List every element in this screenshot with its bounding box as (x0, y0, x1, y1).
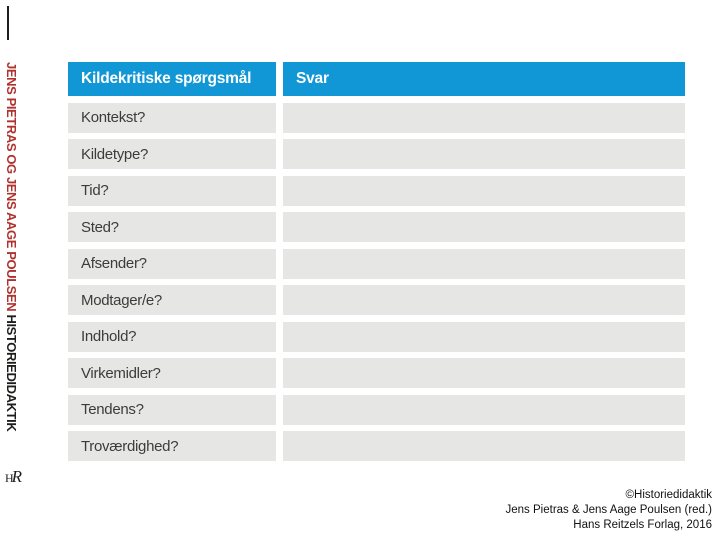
question-cell: Indhold? (68, 321, 276, 352)
question-cell: Afsender? (68, 248, 276, 279)
credits: ©Historiedidaktik Jens Pietras & Jens Aa… (506, 488, 712, 533)
answer-cell (283, 102, 685, 133)
answer-cell (283, 394, 685, 425)
question-cell: Kontekst? (68, 102, 276, 133)
answer-cell (283, 358, 685, 388)
spine-series-title: HISTORIEDIDAKTIK (4, 314, 19, 432)
question-cell: Kildetype? (68, 139, 276, 169)
question-column-header: Kildekritiske spørgsmål (68, 62, 276, 96)
answer-cell (283, 285, 685, 315)
source-criticism-table: Kildekritiske spørgsmål Svar Kontekst? Ki… (68, 62, 685, 461)
question-cell: Tid? (68, 175, 276, 206)
logo-letter-r: R (11, 467, 23, 486)
answer-cell (283, 175, 685, 206)
logo-letter-h: H (5, 471, 14, 485)
credits-editors: Jens Pietras & Jens Aage Poulsen (red.) (505, 504, 712, 516)
credits-publisher: Hans Reitzels Forlag, 2016 (573, 519, 712, 531)
question-cell: Sted? (68, 212, 276, 242)
answer-column-header: Svar (283, 62, 685, 96)
margin-dash (7, 6, 9, 40)
answer-cell (283, 248, 685, 279)
answer-cell (283, 212, 685, 242)
question-cell: Tendens? (68, 394, 276, 425)
credits-title: ©Historiedidaktik (625, 489, 712, 501)
question-cell: Virkemidler? (68, 358, 276, 388)
question-cell: Troværdighed? (68, 431, 276, 461)
answer-cell (283, 321, 685, 352)
spine-authors: JENS PIETRAS OG JENS AAGE POULSEN (4, 62, 19, 312)
hans-reitzels-logo: HR (5, 467, 22, 488)
spine-text: JENS PIETRAS OG JENS AAGE POULSEN HISTOR… (4, 62, 19, 431)
answer-cell (283, 139, 685, 169)
question-cell: Modtager/e? (68, 285, 276, 315)
answer-cell (283, 431, 685, 461)
